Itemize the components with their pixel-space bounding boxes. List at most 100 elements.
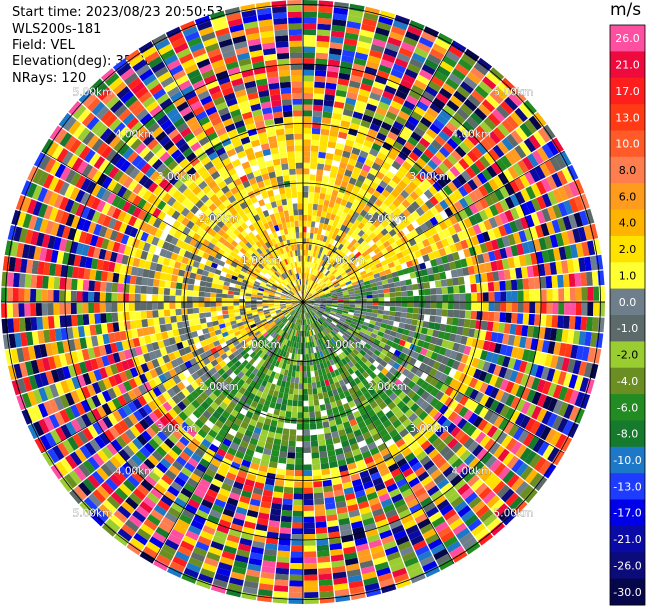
ppi-cell bbox=[417, 518, 431, 530]
ppi-cell bbox=[524, 171, 536, 185]
ppi-cell bbox=[536, 195, 547, 210]
ppi-cell bbox=[42, 316, 49, 330]
ppi-cell bbox=[327, 65, 340, 73]
ppi-cell bbox=[210, 287, 217, 293]
ppi-cell bbox=[340, 337, 347, 343]
ppi-cell bbox=[245, 305, 251, 309]
ppi-cell bbox=[411, 244, 420, 252]
ppi-cell bbox=[467, 94, 481, 108]
ppi-cell bbox=[289, 346, 294, 354]
ppi-cell bbox=[353, 328, 360, 334]
ppi-cell bbox=[363, 353, 371, 360]
ppi-cell bbox=[489, 67, 505, 82]
ppi-cell bbox=[307, 342, 311, 349]
ppi-cell bbox=[217, 393, 227, 402]
ppi-cell bbox=[555, 232, 565, 247]
ppi-cell bbox=[329, 245, 335, 252]
ppi-cell bbox=[317, 550, 330, 558]
ppi-cell bbox=[326, 444, 335, 451]
ppi-cell bbox=[430, 377, 439, 387]
ppi-cell bbox=[167, 485, 180, 497]
ppi-cell bbox=[332, 246, 338, 254]
ppi-cell bbox=[308, 336, 312, 343]
ppi-cell bbox=[67, 436, 79, 451]
ppi-cell bbox=[309, 287, 314, 293]
ppi-cell bbox=[533, 131, 546, 146]
ppi-cell bbox=[6, 303, 13, 318]
ppi-cell bbox=[224, 405, 234, 414]
ppi-cell bbox=[263, 311, 270, 315]
ppi-cell bbox=[373, 349, 381, 357]
ppi-cell bbox=[167, 533, 182, 546]
ppi-cell bbox=[319, 596, 335, 604]
ppi-cell bbox=[434, 166, 445, 178]
ppi-cell bbox=[276, 556, 290, 563]
ppi-cell bbox=[489, 191, 500, 204]
ppi-cell bbox=[335, 197, 343, 205]
ppi-cell bbox=[355, 302, 362, 305]
ppi-cell bbox=[425, 533, 440, 545]
ppi-cell bbox=[357, 222, 365, 230]
ppi-cell bbox=[388, 105, 400, 116]
ppi-cell bbox=[43, 385, 54, 400]
ppi-cell bbox=[225, 539, 239, 549]
ppi-cell bbox=[557, 217, 567, 232]
ppi-cell bbox=[303, 255, 306, 262]
ppi-cell bbox=[379, 327, 386, 333]
ppi-cell bbox=[502, 511, 517, 526]
ppi-cell bbox=[110, 342, 118, 354]
ppi-cell bbox=[343, 323, 350, 328]
ppi-cell bbox=[370, 316, 377, 322]
ppi-cell bbox=[217, 315, 224, 321]
ppi-cell bbox=[572, 258, 581, 273]
ppi-cell bbox=[378, 64, 392, 74]
ppi-cell bbox=[263, 374, 270, 382]
ppi-cell bbox=[54, 328, 63, 342]
ppi-cell bbox=[251, 288, 259, 293]
ppi-cell bbox=[407, 302, 414, 308]
ppi-cell bbox=[304, 574, 318, 581]
ppi-cell bbox=[423, 148, 435, 159]
ppi-cell bbox=[303, 284, 305, 291]
ppi-cell bbox=[405, 422, 416, 433]
ppi-cell bbox=[162, 241, 171, 250]
ppi-cell bbox=[106, 271, 114, 282]
ppi-cell bbox=[480, 451, 493, 465]
ppi-cell bbox=[422, 321, 430, 328]
ppi-cell bbox=[172, 329, 180, 337]
ppi-cell bbox=[308, 297, 314, 300]
ppi-cell bbox=[123, 445, 135, 458]
ppi-cell bbox=[260, 571, 275, 580]
ppi-cell bbox=[344, 278, 351, 283]
ppi-cell bbox=[303, 354, 306, 361]
ppi-cell bbox=[338, 517, 351, 526]
ppi-cell bbox=[95, 270, 103, 281]
ppi-cell bbox=[152, 310, 159, 318]
ppi-cell bbox=[536, 393, 547, 408]
ppi-cell bbox=[360, 356, 368, 364]
ppi-cell bbox=[345, 557, 359, 566]
ppi-cell bbox=[424, 199, 435, 210]
ppi-cell bbox=[234, 268, 241, 274]
ppi-cell bbox=[366, 247, 374, 254]
ppi-cell bbox=[406, 63, 421, 74]
ppi-cell bbox=[359, 470, 370, 479]
ppi-cell bbox=[303, 412, 310, 419]
ppi-cell bbox=[212, 351, 221, 359]
ppi-cell bbox=[366, 422, 376, 432]
ppi-cell bbox=[427, 252, 436, 261]
ppi-cell bbox=[500, 302, 507, 312]
ppi-cell bbox=[147, 318, 154, 327]
ppi-cell bbox=[160, 495, 174, 507]
ppi-cell bbox=[316, 233, 321, 241]
ppi-cell bbox=[486, 165, 498, 178]
ppi-cell bbox=[175, 302, 182, 309]
ppi-cell bbox=[393, 387, 403, 397]
ppi-cell bbox=[505, 115, 519, 130]
ppi-cell bbox=[428, 408, 439, 418]
ppi-cell bbox=[118, 466, 131, 479]
ppi-cell bbox=[438, 404, 449, 415]
ppi-cell bbox=[550, 431, 562, 447]
ppi-cell bbox=[528, 115, 542, 131]
ppi-cell bbox=[555, 328, 563, 342]
